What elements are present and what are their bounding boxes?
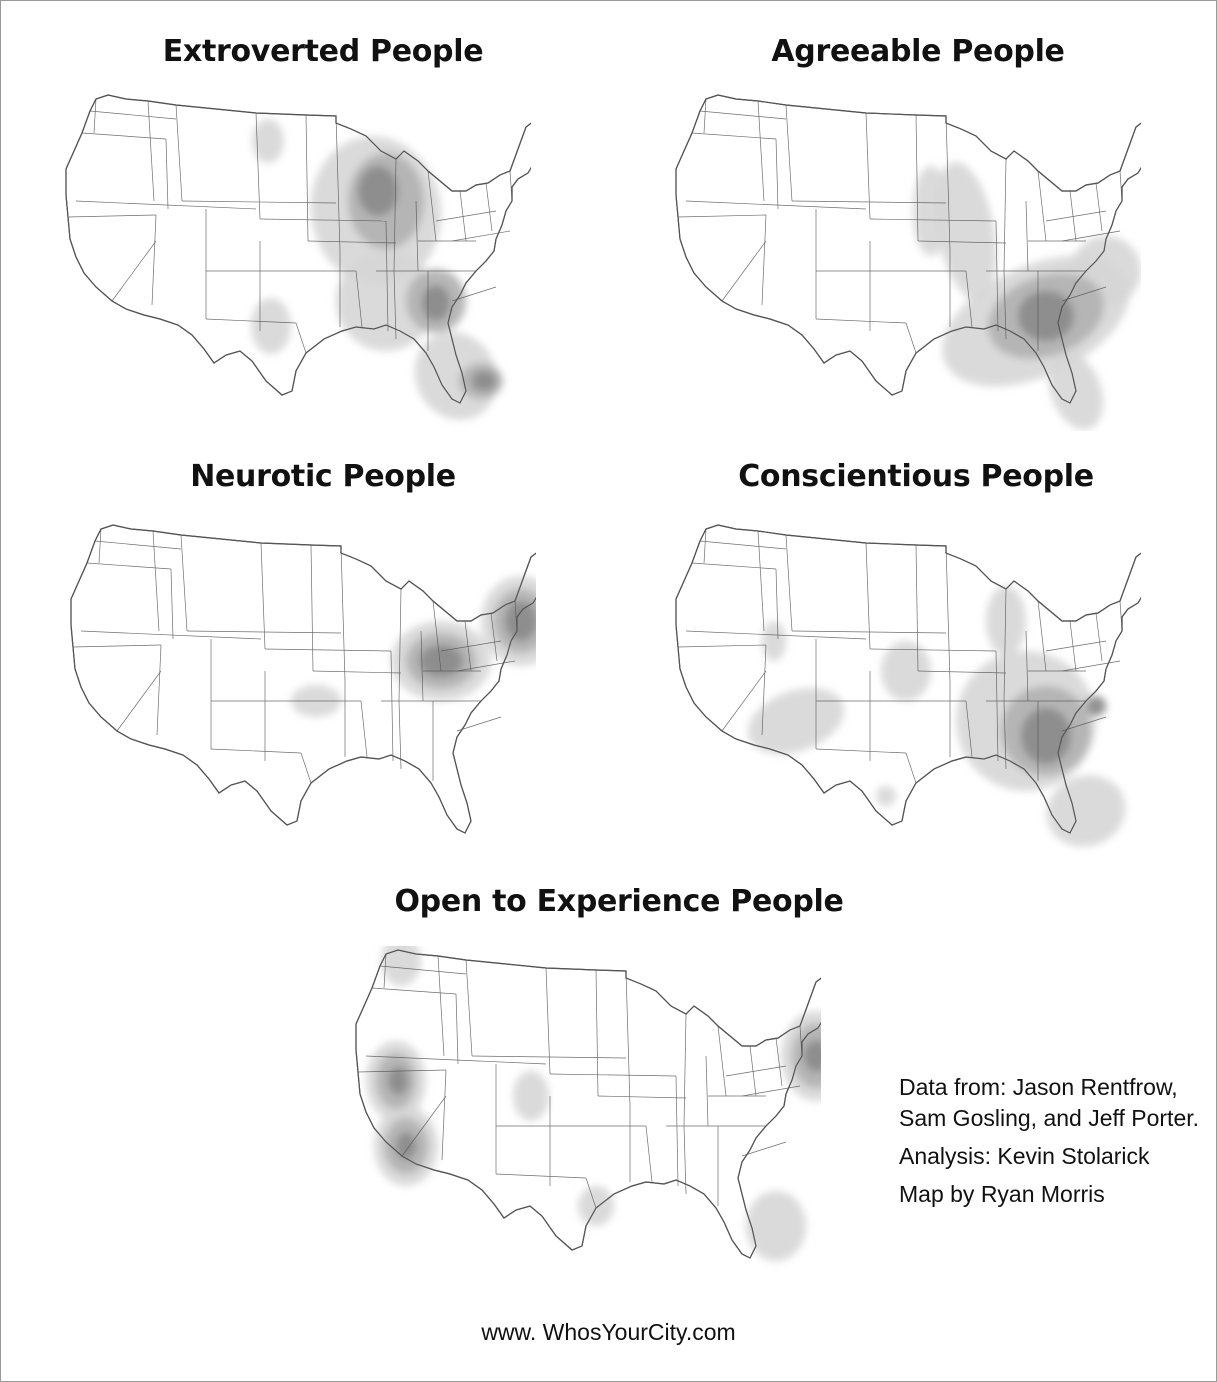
density-blob <box>935 161 997 301</box>
agreeable-map <box>675 94 1141 430</box>
density-blob <box>578 1186 614 1226</box>
conscientious-title: Conscientious People <box>738 459 1094 494</box>
credits-data-line1: Data from: Jason Rentfrow, <box>899 1074 1178 1100</box>
density-blob <box>419 645 463 677</box>
credits-map-by: Map by Ryan Morris <box>899 1180 1105 1207</box>
state-borders <box>677 528 1123 784</box>
state-borders <box>677 98 1123 354</box>
state-borders <box>357 953 803 1209</box>
openness-title: Open to Experience People <box>394 884 844 919</box>
density-blob <box>747 688 845 754</box>
density-blob <box>252 119 284 163</box>
density-blob <box>746 1191 806 1261</box>
credits-analysis: Analysis: Kevin Stolarick <box>899 1142 1150 1169</box>
conscientious-map <box>675 524 1141 847</box>
density-blob <box>422 285 450 321</box>
openness-map <box>355 946 821 1261</box>
density-blob <box>986 586 1026 656</box>
density-blob <box>472 371 496 391</box>
credits-data-line2: Sam Gosling, and Jeff Porter. <box>899 1104 1200 1131</box>
density-blob <box>1021 708 1071 764</box>
state-borders <box>72 528 518 784</box>
density-blob <box>513 1071 549 1121</box>
density-overlay <box>747 586 1126 847</box>
state-borders <box>67 98 513 354</box>
density-blob <box>1086 696 1106 716</box>
density-blob <box>381 946 421 986</box>
density-blob <box>876 786 896 806</box>
density-blob <box>762 621 786 661</box>
density-blob <box>396 1132 416 1160</box>
density-overlay <box>913 161 1141 430</box>
footer-url: www. WhosYourCity.com <box>481 1319 736 1345</box>
density-blob <box>336 251 436 351</box>
extroverted-map <box>65 94 531 420</box>
extroverted-title: Extroverted People <box>162 34 484 69</box>
density-blob <box>251 298 291 354</box>
density-blob <box>881 641 931 701</box>
density-blob <box>804 1040 821 1072</box>
density-blob <box>1018 291 1074 341</box>
density-blob <box>1046 775 1126 847</box>
agreeable-title: Agreeable People <box>771 34 1065 69</box>
density-blob <box>505 601 536 641</box>
density-overlay <box>291 576 536 717</box>
neurotic-map <box>70 524 536 834</box>
neurotic-title: Neurotic People <box>190 459 456 494</box>
credits-block: Data from: Jason Rentfrow, Sam Gosling, … <box>899 1073 1199 1218</box>
density-overlay <box>251 119 503 420</box>
density-blob <box>358 166 398 216</box>
density-blob <box>388 1067 408 1095</box>
